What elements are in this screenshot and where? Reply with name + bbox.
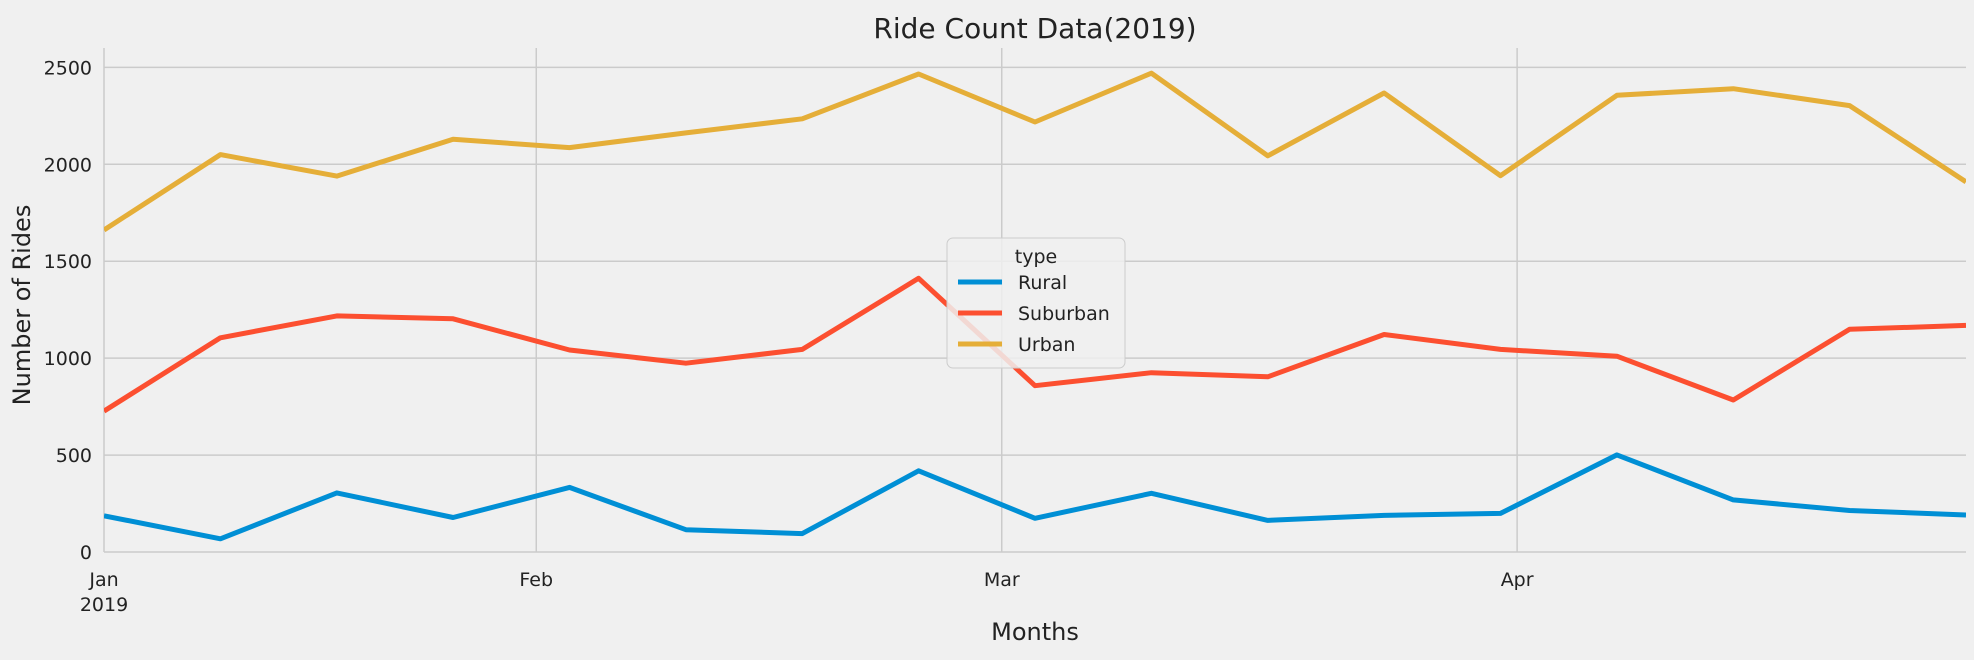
y-tick-label: 500 — [56, 445, 92, 467]
legend-label-rural: Rural — [1018, 272, 1067, 294]
y-tick-label: 2500 — [44, 57, 92, 79]
legend: type Rural Suburban Urban — [946, 237, 1126, 369]
series-line-rural — [104, 452, 1966, 542]
series-lines — [104, 70, 1966, 542]
legend-label-urban: Urban — [1018, 334, 1075, 356]
y-tick-labels: 0 500 1000 1500 2000 2500 — [44, 57, 92, 564]
series-line-suburban — [104, 275, 1966, 414]
x-tick-label: Mar — [984, 569, 1020, 591]
legend-title: type — [1015, 246, 1057, 268]
x-tick-labels: Jan 2019 Feb Mar Apr — [80, 569, 1534, 616]
x-axis-title: Months — [991, 618, 1079, 646]
y-tick-label: 2000 — [44, 154, 92, 176]
y-tick-label: 1000 — [44, 348, 92, 370]
legend-entries: Rural Suburban Urban — [958, 272, 1110, 356]
series-line-urban — [104, 70, 1966, 233]
y-axis-title: Number of Rides — [8, 205, 36, 406]
legend-box — [946, 237, 1126, 369]
y-tick-label: 1500 — [44, 251, 92, 273]
chart-title: Ride Count Data(2019) — [873, 12, 1196, 45]
x-tick-label: Feb — [519, 569, 553, 591]
x-tick-label: Jan — [88, 569, 118, 591]
y-tick-label: 0 — [80, 542, 92, 564]
legend-label-suburban: Suburban — [1018, 303, 1110, 325]
x-tick-label: Apr — [1501, 569, 1534, 591]
x-tick-sublabel: 2019 — [80, 594, 128, 616]
